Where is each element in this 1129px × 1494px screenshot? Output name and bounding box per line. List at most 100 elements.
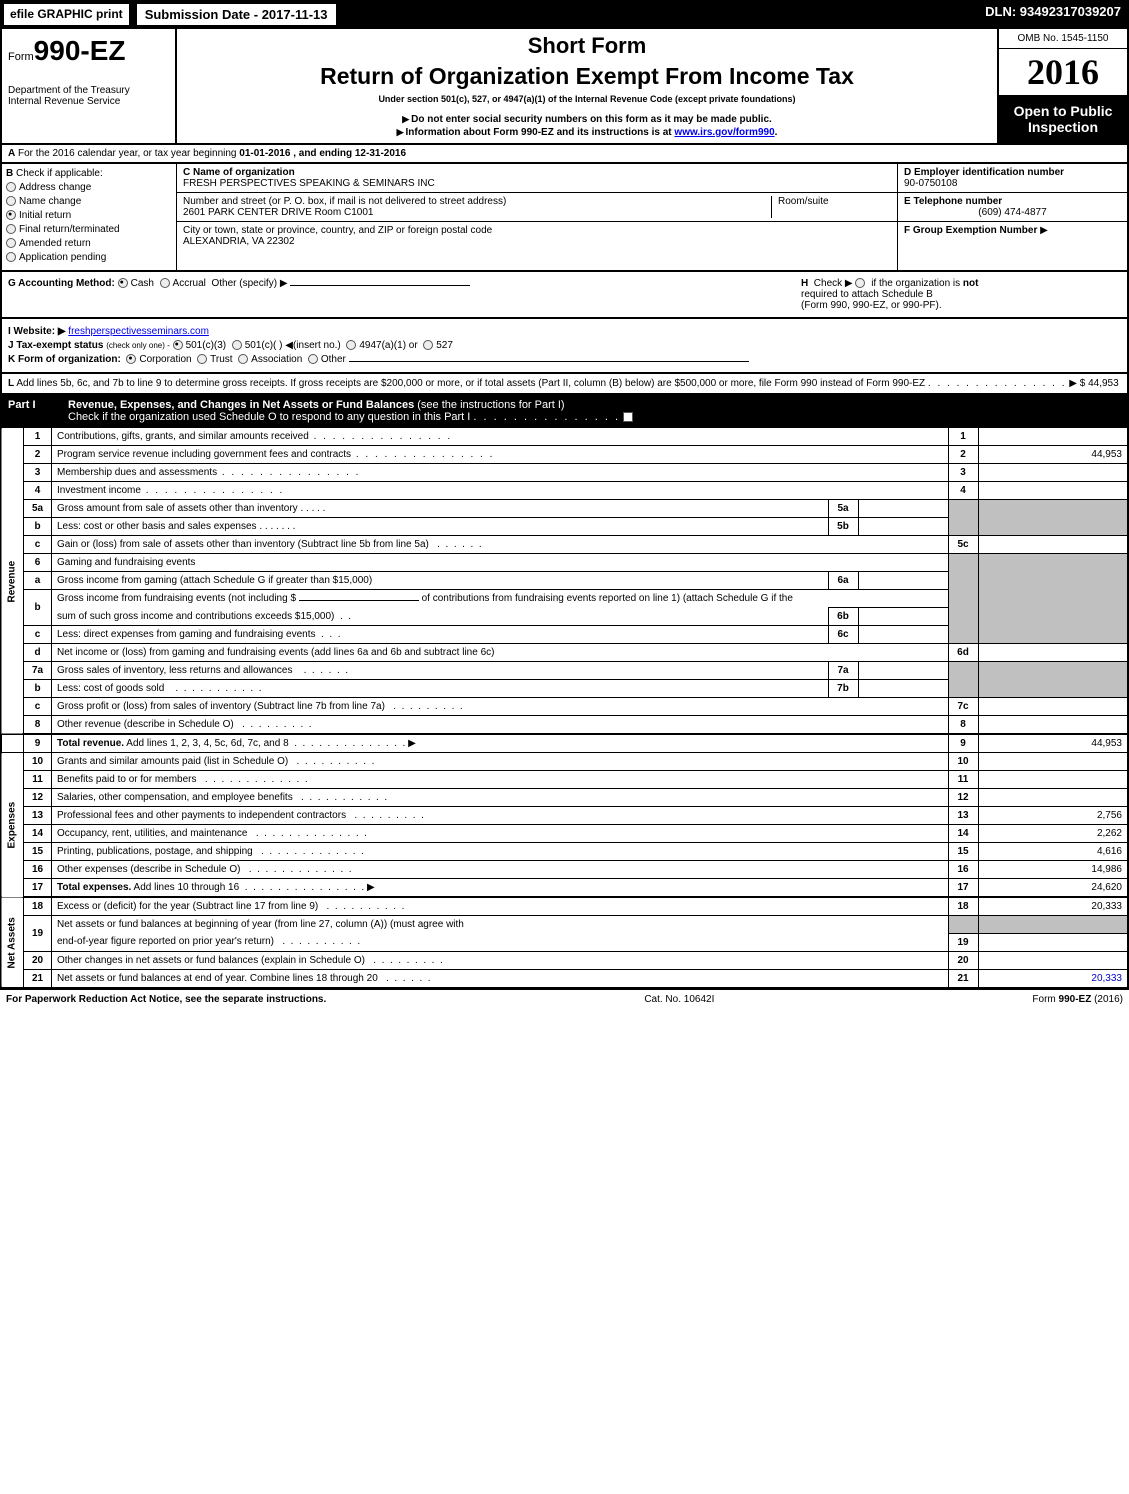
line-20-desc: Other changes in net assets or fund bala… bbox=[57, 955, 365, 966]
checkbox-501c3[interactable] bbox=[173, 340, 183, 350]
a-begin-date: 01-01-2016 bbox=[239, 148, 290, 159]
line-6c-desc: Less: direct expenses from gaming and fu… bbox=[57, 629, 315, 640]
line-17-desc: Total expenses. bbox=[57, 882, 131, 893]
line-20-num: 20 bbox=[24, 951, 52, 969]
line-10-num: 10 bbox=[24, 753, 52, 771]
line-18-val: 20,333 bbox=[978, 897, 1128, 916]
checkbox-501c[interactable] bbox=[232, 340, 242, 350]
c-room-label: Room/suite bbox=[778, 196, 829, 207]
line-5a-subval bbox=[858, 500, 948, 518]
line-4-num: 4 bbox=[24, 482, 52, 500]
checkbox-name-change[interactable] bbox=[6, 196, 16, 206]
efile-print-button[interactable]: efile GRAPHIC print bbox=[2, 2, 131, 27]
line-16-box: 16 bbox=[948, 861, 978, 879]
j-label: J Tax-exempt status bbox=[8, 340, 103, 351]
line-9-box: 9 bbox=[948, 734, 978, 753]
line-19-val bbox=[978, 933, 1128, 951]
checkbox-527[interactable] bbox=[423, 340, 433, 350]
line-8-val bbox=[978, 716, 1128, 735]
line-11-num: 11 bbox=[24, 771, 52, 789]
line-6d-val bbox=[978, 644, 1128, 662]
line-17-val: 24,620 bbox=[978, 879, 1128, 898]
line-9-desc2: Add lines 1, 2, 3, 4, 5c, 6d, 7c, and 8 bbox=[126, 738, 288, 749]
line-3-val bbox=[978, 464, 1128, 482]
checkbox-application-pending[interactable] bbox=[6, 252, 16, 262]
h-text4: (Form 990, 990-EZ, or 990-PF). bbox=[801, 300, 942, 311]
e-phone: (609) 474-4877 bbox=[978, 207, 1046, 218]
c-street: 2601 PARK CENTER DRIVE Room C1001 bbox=[183, 207, 373, 218]
line-5c-desc: Gain or (loss) from sale of assets other… bbox=[57, 539, 429, 550]
line-7c-desc: Gross profit or (loss) from sales of inv… bbox=[57, 701, 385, 712]
h-text2: if the organization is bbox=[871, 278, 960, 289]
line-9-desc: Total revenue. bbox=[57, 738, 124, 749]
line-7b-sub: 7b bbox=[828, 680, 858, 698]
checkbox-trust[interactable] bbox=[197, 354, 207, 364]
k-other: Other bbox=[321, 354, 346, 365]
line-6b-line2: sum of such gross income and contributio… bbox=[57, 611, 334, 622]
irs-link[interactable]: www.irs.gov/form990 bbox=[674, 127, 774, 138]
checkbox-initial-return[interactable] bbox=[6, 210, 16, 220]
shaded-6-val bbox=[978, 554, 1128, 644]
d-ein: 90-0750108 bbox=[904, 178, 957, 189]
dept-treasury: Department of the Treasury bbox=[8, 85, 169, 96]
line-14-box: 14 bbox=[948, 825, 978, 843]
section-ijk: I Website: ▶ freshperspectivesseminars.c… bbox=[0, 319, 1129, 374]
checkbox-association[interactable] bbox=[238, 354, 248, 364]
i-label: I Website: ▶ bbox=[8, 326, 66, 337]
shaded-5 bbox=[948, 500, 978, 536]
footer-left: For Paperwork Reduction Act Notice, see … bbox=[6, 994, 326, 1005]
checkbox-cash[interactable] bbox=[118, 278, 128, 288]
c-city-label: City or town, state or province, country… bbox=[183, 225, 492, 236]
opt-cash: Cash bbox=[131, 278, 154, 289]
form-header: Form990-EZ Department of the Treasury In… bbox=[0, 29, 1129, 145]
checkbox-address-change[interactable] bbox=[6, 182, 16, 192]
checkbox-4947[interactable] bbox=[346, 340, 356, 350]
checkbox-corporation[interactable] bbox=[126, 354, 136, 364]
checkbox-h[interactable] bbox=[855, 278, 865, 288]
line-6b-sub: 6b bbox=[828, 608, 858, 626]
line-4-box: 4 bbox=[948, 482, 978, 500]
shaded-6 bbox=[948, 554, 978, 644]
opt-final-return: Final return/terminated bbox=[19, 224, 120, 235]
line-5c-num: c bbox=[24, 536, 52, 554]
line-4-desc: Investment income bbox=[57, 485, 141, 496]
form-prefix: Form bbox=[8, 51, 34, 63]
line-21-val: 20,333 bbox=[978, 969, 1128, 988]
line-5c-val bbox=[978, 536, 1128, 554]
line-15-num: 15 bbox=[24, 843, 52, 861]
b-check-label: Check if applicable: bbox=[16, 168, 103, 179]
shaded-5-val bbox=[978, 500, 1128, 536]
g-other: Other (specify) ▶ bbox=[211, 278, 287, 289]
side-netassets: Net Assets bbox=[1, 897, 24, 988]
website-link[interactable]: freshperspectivesseminars.com bbox=[68, 326, 209, 337]
checkbox-other[interactable] bbox=[308, 354, 318, 364]
k-association: Association bbox=[251, 354, 302, 365]
checkbox-accrual[interactable] bbox=[160, 278, 170, 288]
column-b: B Check if applicable: Address change Na… bbox=[2, 164, 177, 270]
c-city: ALEXANDRIA, VA 22302 bbox=[183, 236, 295, 247]
line-10-desc: Grants and similar amounts paid (list in… bbox=[57, 756, 288, 767]
line-6d-box: 6d bbox=[948, 644, 978, 662]
side-revenue: Revenue bbox=[1, 428, 24, 735]
checkbox-schedule-o[interactable] bbox=[623, 412, 633, 422]
checkbox-amended-return[interactable] bbox=[6, 238, 16, 248]
checkbox-final-return[interactable] bbox=[6, 224, 16, 234]
h-not: not bbox=[963, 278, 979, 289]
line-13-val: 2,756 bbox=[978, 807, 1128, 825]
dept-irs: Internal Revenue Service bbox=[8, 96, 169, 107]
line-7c-box: 7c bbox=[948, 698, 978, 716]
line-1-val bbox=[978, 428, 1128, 446]
l-amount: $ 44,953 bbox=[1080, 378, 1119, 389]
j-opt1: 501(c)(3) bbox=[186, 340, 227, 351]
part-1-title: Revenue, Expenses, and Changes in Net As… bbox=[68, 399, 414, 411]
opt-initial-return: Initial return bbox=[19, 210, 71, 221]
shaded-7 bbox=[948, 662, 978, 698]
c-org-name: FRESH PERSPECTIVES SPEAKING & SEMINARS I… bbox=[183, 178, 435, 189]
shaded-19 bbox=[948, 916, 978, 934]
part-1-check-text: Check if the organization used Schedule … bbox=[68, 411, 470, 423]
line-7c-val bbox=[978, 698, 1128, 716]
line-14-val: 2,262 bbox=[978, 825, 1128, 843]
k-corporation: Corporation bbox=[139, 354, 191, 365]
line-18-box: 18 bbox=[948, 897, 978, 916]
line-5b-desc: Less: cost or other basis and sales expe… bbox=[57, 521, 257, 532]
